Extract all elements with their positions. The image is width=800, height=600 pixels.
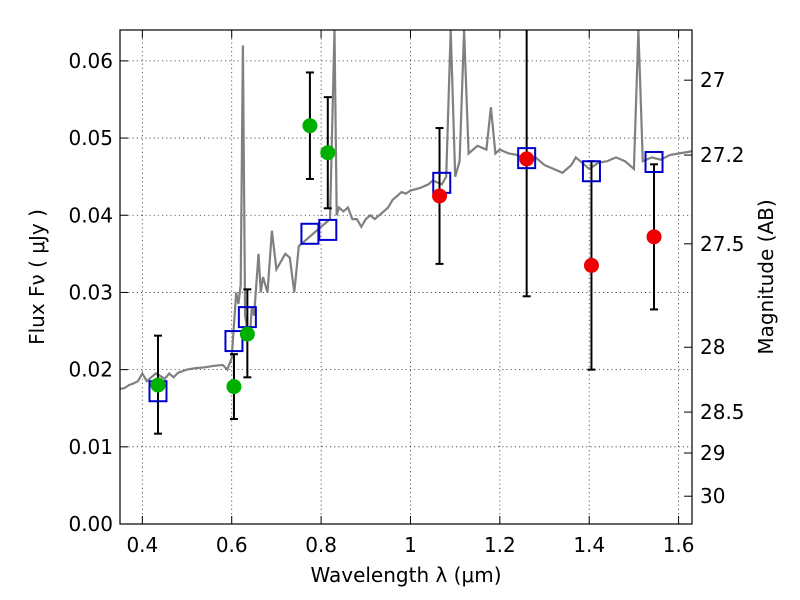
nir-point — [432, 188, 448, 204]
x-axis-label: Wavelength λ (μm) — [310, 563, 501, 587]
y2-tick-label: 30 — [700, 484, 725, 508]
y-tick-labels: 0.00 0.01 0.02 0.03 0.04 0.05 0.06 — [68, 49, 113, 536]
error-bars — [153, 30, 659, 435]
data-points — [150, 118, 662, 395]
y-tick-label: 0.04 — [68, 203, 113, 227]
x-tick-label: 1.6 — [663, 533, 695, 557]
y2-tick-label: 29 — [700, 441, 725, 465]
model-box — [517, 147, 537, 170]
nir-point — [583, 257, 599, 273]
y-tick-label: 0.00 — [68, 512, 113, 536]
plot-frame — [119, 29, 693, 525]
x-tick-labels: 0.4 0.6 0.8 1 1.2 1.4 1.6 — [126, 533, 694, 557]
y2-tick-label: 28.5 — [700, 400, 745, 424]
ticks — [120, 30, 692, 525]
nir-point — [646, 229, 662, 245]
y2-axis-label: Magnitude (AB) — [754, 199, 778, 354]
y2-tick-label: 27 — [700, 68, 725, 92]
y-tick-label: 0.06 — [68, 49, 113, 73]
optical-point — [239, 326, 255, 342]
model-box — [644, 150, 664, 173]
model-box — [224, 330, 244, 353]
spectrum-line — [120, 30, 692, 390]
model-box — [318, 218, 338, 241]
plot-area — [120, 30, 692, 435]
x-tick-label: 1.4 — [573, 533, 605, 557]
grid — [120, 30, 692, 525]
x-tick-label: 0.8 — [305, 533, 337, 557]
y2-tick-label: 27.2 — [700, 143, 745, 167]
x-tick-label: 1 — [404, 533, 417, 557]
model-box — [581, 160, 601, 183]
y-axis-label: Flux Fν ( μJy ) — [25, 209, 49, 345]
y-tick-label: 0.02 — [68, 358, 113, 382]
y-tick-label: 0.03 — [68, 280, 113, 304]
nir-point — [519, 151, 535, 167]
y-tick-label: 0.01 — [68, 435, 113, 459]
optical-point — [320, 145, 336, 161]
model-boxes — [148, 147, 664, 403]
y2-tick-label: 27.5 — [700, 232, 745, 256]
y-tick-label: 0.05 — [68, 126, 113, 150]
y2-tick-labels: 27 27.2 27.5 28 28.5 29 30 — [700, 68, 745, 508]
x-tick-label: 1.2 — [484, 533, 516, 557]
optical-point — [226, 379, 242, 395]
x-tick-label: 0.6 — [216, 533, 248, 557]
optical-point — [150, 377, 166, 393]
x-tick-label: 0.4 — [126, 533, 158, 557]
optical-point — [302, 118, 318, 134]
y2-tick-label: 28 — [700, 335, 725, 359]
